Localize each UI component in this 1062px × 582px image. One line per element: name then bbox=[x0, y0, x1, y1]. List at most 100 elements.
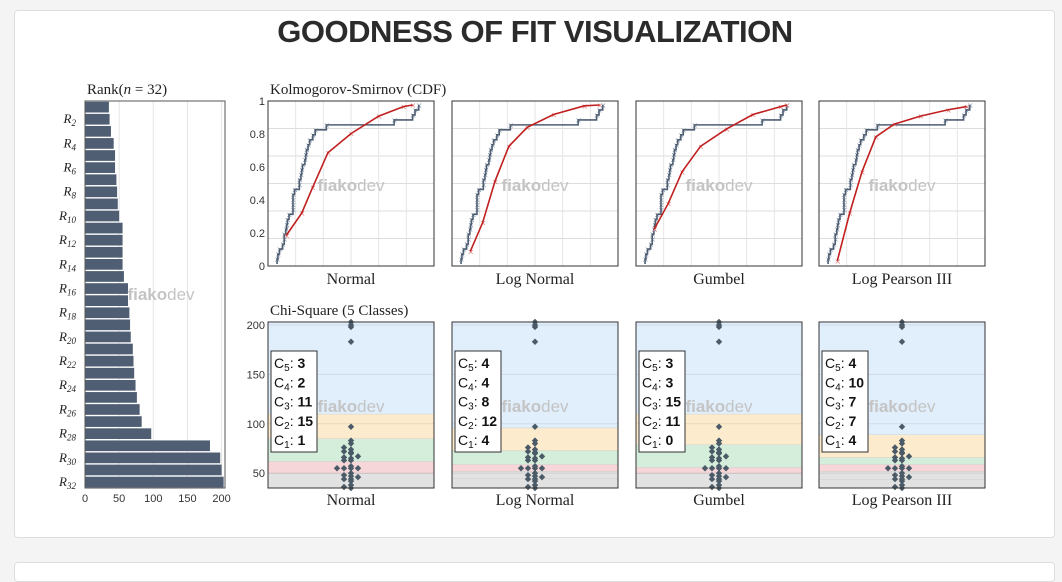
chi-data-point bbox=[715, 469, 723, 477]
rank-y-tick-label: R20 bbox=[58, 329, 76, 346]
rank-bar-12 bbox=[85, 234, 123, 246]
watermark-text: fiakodev bbox=[317, 176, 385, 195]
chi-frame bbox=[451, 321, 619, 489]
chi-data-point bbox=[905, 473, 913, 481]
chi-data-point bbox=[715, 446, 723, 453]
chi-count-c4: C4: 2 bbox=[274, 374, 305, 393]
rank-bar-20 bbox=[85, 331, 131, 343]
ks-fit-point: × bbox=[597, 101, 604, 110]
chi-panel-label: Log Normal bbox=[496, 492, 575, 509]
rank-bar-4 bbox=[85, 138, 114, 149]
rank-bar-13 bbox=[85, 246, 123, 258]
rank-bar-21 bbox=[85, 343, 133, 355]
chi-data-point bbox=[722, 465, 730, 472]
ks-y-tick-label: 1 bbox=[259, 96, 265, 108]
watermark: fiakodev bbox=[868, 176, 936, 195]
chi-data-point bbox=[524, 471, 532, 479]
rank-y-tick-label: R14 bbox=[58, 256, 76, 273]
rank-y-tick-label: R18 bbox=[58, 305, 76, 322]
ks-empirical-curve bbox=[460, 105, 604, 264]
chi-data-point bbox=[538, 465, 546, 472]
chi-data-point bbox=[347, 423, 355, 430]
page-title: GOODNESS OF FIT VISUALIZATION bbox=[277, 14, 793, 49]
chi-count-c5: C5: 3 bbox=[274, 355, 305, 374]
chi-data-point bbox=[524, 465, 532, 472]
rank-y-tick-label: R24 bbox=[58, 377, 76, 394]
chi-data-point bbox=[891, 475, 899, 483]
rank-x-tick-label: 100 bbox=[144, 493, 162, 505]
ks-empirical-curve bbox=[276, 105, 420, 264]
watermark-text: fiakodev bbox=[685, 176, 753, 195]
chi-data-point bbox=[354, 453, 362, 460]
chi-data-point bbox=[715, 455, 723, 462]
ks-frame bbox=[451, 100, 619, 267]
chi-data-point bbox=[531, 338, 539, 345]
watermark-text: fiakodev bbox=[317, 397, 385, 416]
chi-data-point bbox=[898, 423, 906, 430]
chi-data-point bbox=[905, 465, 913, 472]
ks-empirical-curve bbox=[644, 105, 788, 264]
chi-data-point bbox=[891, 483, 899, 491]
rank-y-tick-label: R6 bbox=[63, 160, 77, 177]
rank-bar-16 bbox=[85, 283, 129, 294]
rank-x-tick-label: 50 bbox=[113, 493, 125, 505]
ks-frame bbox=[267, 100, 435, 267]
chi-data-point bbox=[891, 454, 899, 461]
rank-y-tick-label: R10 bbox=[58, 208, 76, 225]
rank-bar-10 bbox=[85, 210, 120, 222]
rank-bar-11 bbox=[85, 222, 123, 234]
chi-data-point bbox=[708, 448, 716, 455]
chi-frame bbox=[635, 321, 803, 489]
ks-panel-label: Gumbel bbox=[693, 271, 745, 288]
chi-data-point bbox=[354, 473, 362, 481]
chi-panel-label: Normal bbox=[327, 492, 376, 509]
chi-frame bbox=[267, 321, 435, 489]
chi-count-c1: C1: 4 bbox=[458, 432, 489, 451]
chi-data-point bbox=[531, 423, 539, 430]
rank-y-tick-label: R2 bbox=[63, 111, 77, 128]
chi-data-point bbox=[898, 463, 906, 470]
ks-frame bbox=[818, 100, 986, 267]
ks-fit-point: × bbox=[784, 101, 791, 110]
rank-chart-title: Rank(n = 32) bbox=[87, 82, 167, 98]
chi-count-c3: C3: 7 bbox=[825, 394, 856, 413]
chi-count-box bbox=[638, 350, 686, 453]
chi-data-point bbox=[891, 471, 899, 479]
chi-count-c1: C1: 4 bbox=[825, 432, 856, 451]
chi-data-point bbox=[531, 437, 539, 444]
ks-panel-2: ××××××××××××××××××××××××××××××××××××××× ×… bbox=[451, 100, 619, 288]
ks-group-title: Kolmogorov-Smirnov (CDF) bbox=[270, 82, 446, 98]
ks-fit-point: × bbox=[467, 247, 474, 256]
chi-data-point bbox=[340, 475, 348, 483]
chi-data-point bbox=[898, 455, 906, 462]
rank-bar-15 bbox=[85, 271, 124, 282]
chi-data-point bbox=[524, 444, 532, 451]
ks-fit-curve bbox=[653, 104, 787, 230]
chi-count-c1: C1: 1 bbox=[274, 432, 305, 451]
watermark-text: fiakodev bbox=[127, 285, 195, 304]
ks-y-tick-label: 0.6 bbox=[250, 162, 265, 174]
rank-bar-8 bbox=[85, 186, 118, 198]
watermark: fiakodev bbox=[501, 176, 569, 195]
chi-data-point bbox=[347, 481, 355, 489]
chi-data-point bbox=[701, 465, 709, 472]
ks-fit-curve bbox=[285, 104, 413, 236]
rank-bar-28 bbox=[85, 428, 152, 440]
ks-fit-point: × bbox=[834, 257, 841, 266]
chi-frame bbox=[818, 321, 986, 489]
watermark: fiakodev bbox=[868, 397, 936, 416]
ks-fit-curve bbox=[836, 105, 967, 262]
chi-data-point bbox=[715, 437, 723, 444]
rank-bar-1 bbox=[85, 101, 109, 113]
chi-data-point bbox=[340, 448, 348, 455]
ks-fit-point: × bbox=[283, 231, 290, 240]
chi-data-point bbox=[898, 481, 906, 489]
chi-data-point bbox=[340, 465, 348, 472]
rank-y-tick-label: R28 bbox=[58, 426, 76, 443]
chi-count-c5: C5: 4 bbox=[825, 355, 856, 374]
chi-count-c2: C2: 12 bbox=[458, 413, 497, 432]
chi-count-c3: C3: 11 bbox=[274, 394, 312, 413]
rank-bar-19 bbox=[85, 319, 131, 331]
watermark-text: fiakodev bbox=[501, 397, 569, 416]
ks-fit-point: × bbox=[964, 103, 971, 112]
